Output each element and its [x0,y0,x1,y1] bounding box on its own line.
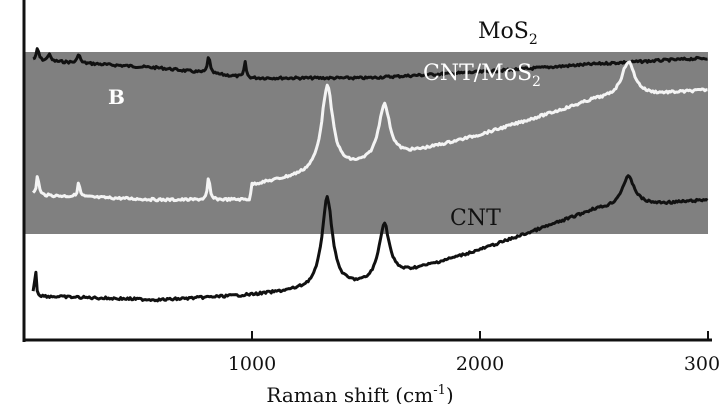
x-tick-label-2000: 2000 [456,353,504,375]
series-label-2: CNT [450,206,501,231]
plot-band [24,52,708,234]
series-label-1: CNT/MoS2 [423,61,541,90]
x-axis-label-sup: -1 [433,383,446,398]
x-axis-label-end: ) [446,383,454,404]
axis-layer: 1000 2000 3000 [22,0,720,375]
series-line-0 [32,47,708,81]
x-axis-label: Raman shift (cm-1) [266,383,453,404]
x-tick-label-1000: 1000 [228,353,276,375]
x-axis-label-main: Raman shift (cm [266,383,433,404]
series-layer [31,47,709,303]
series-labels: MoS2 CNT/MoS2 CNT [423,19,541,231]
panel-label: B [108,85,125,109]
series-line-2 [31,174,709,303]
series-label-0: MoS2 [478,19,538,48]
svg-text:Raman shift (cm-1): Raman shift (cm-1) [266,383,453,404]
x-tick-label-3000: 3000 [684,353,720,375]
series-line-1 [32,60,708,203]
